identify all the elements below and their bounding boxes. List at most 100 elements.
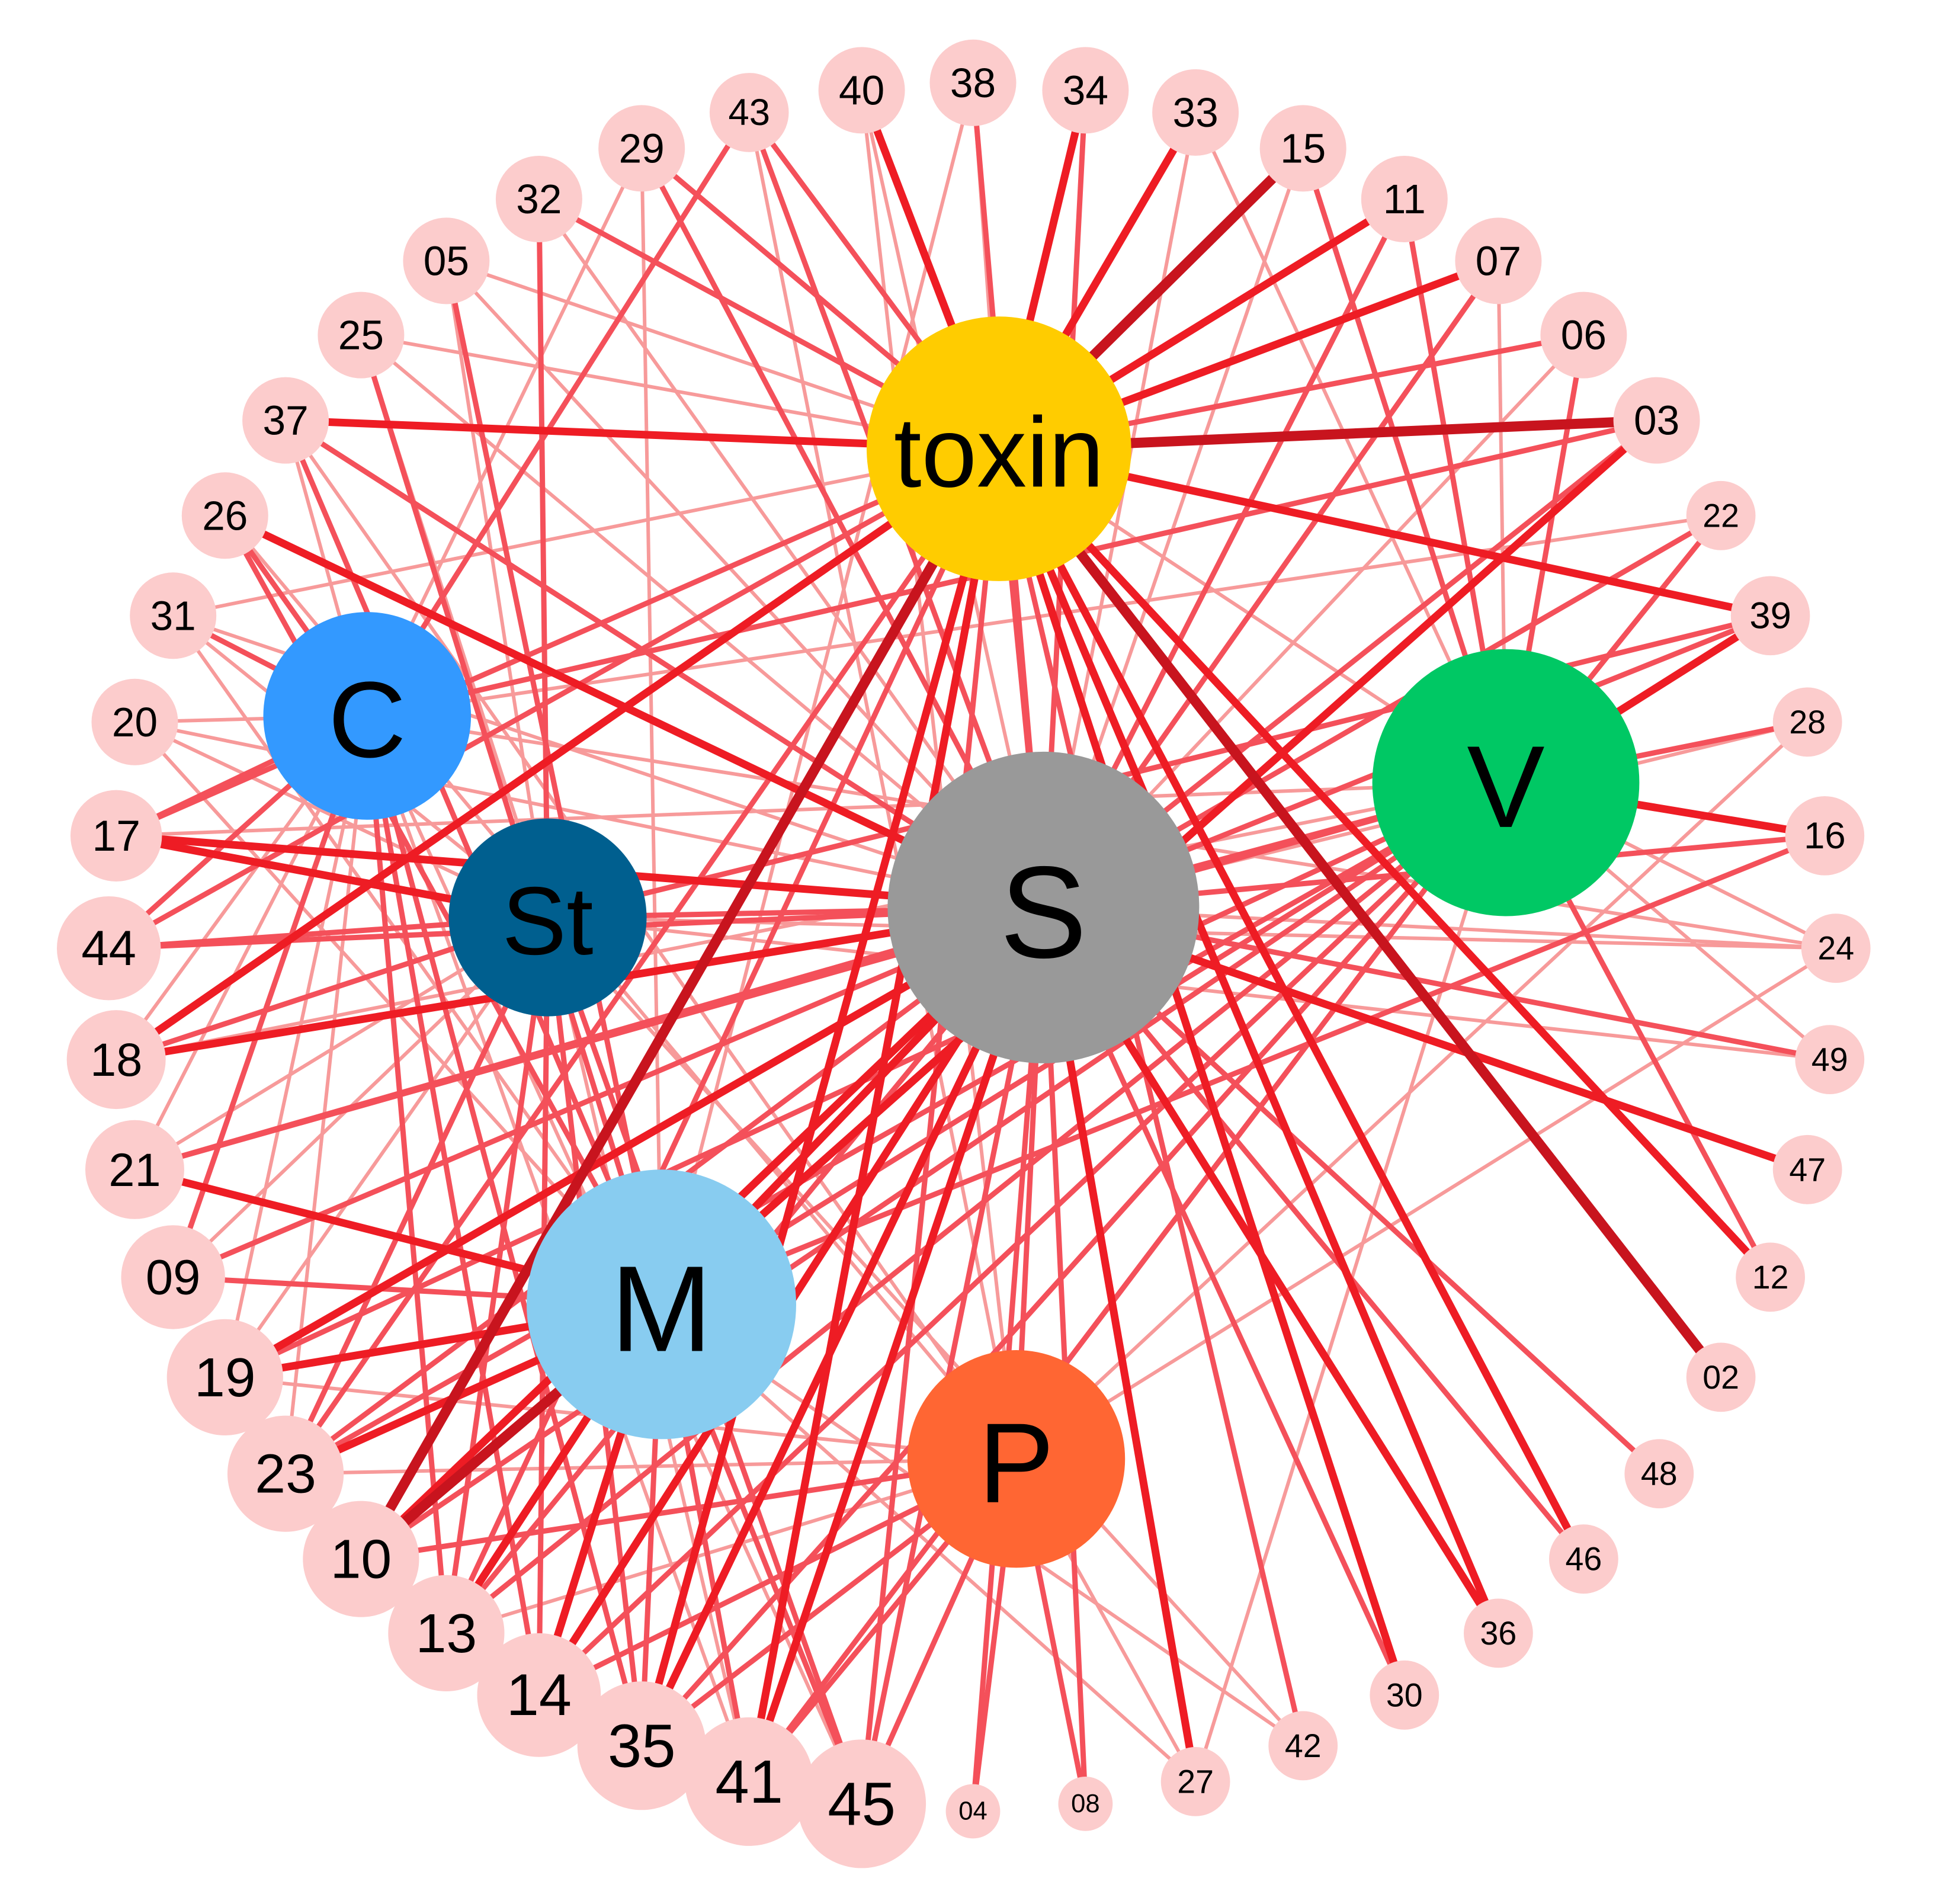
node-24-label: 24	[1817, 930, 1854, 967]
node-16-circle	[1785, 796, 1865, 876]
node-40-circle	[818, 47, 905, 134]
node-14-circle	[477, 1633, 601, 1757]
node-41-circle	[685, 1717, 814, 1846]
node-20: 20	[91, 678, 178, 765]
hub-m-label: M	[611, 1241, 713, 1377]
node-02-label: 02	[1702, 1359, 1739, 1396]
node-02-circle	[1686, 1342, 1756, 1412]
node-10: 10	[303, 1501, 419, 1617]
node-16: 16	[1785, 796, 1865, 876]
node-27: 27	[1160, 1747, 1230, 1816]
edge-C-23	[284, 716, 369, 1475]
node-30-label: 30	[1386, 1677, 1423, 1713]
node-37: 37	[242, 377, 329, 464]
node-23: 23	[227, 1415, 344, 1532]
node-36-circle	[1464, 1598, 1533, 1668]
hub-c-label: C	[328, 659, 406, 780]
node-35-label: 35	[608, 1711, 676, 1780]
node-15-label: 15	[1280, 125, 1326, 171]
node-22-label: 22	[1702, 497, 1739, 534]
node-23-circle	[227, 1415, 344, 1532]
hub-s: S	[887, 751, 1200, 1063]
edge-C-19	[223, 715, 369, 1378]
node-24-circle	[1801, 913, 1871, 983]
node-14-label: 14	[506, 1662, 572, 1728]
node-18-circle	[66, 1010, 166, 1110]
node-47-circle	[1772, 1134, 1842, 1204]
edge-V-23	[284, 780, 1508, 1476]
node-29-circle	[598, 105, 685, 192]
edge-St-32	[536, 198, 550, 918]
hub-toxin-circle	[867, 316, 1131, 581]
hub-st-label: St	[502, 867, 593, 975]
edge-toxin-45	[859, 448, 1002, 1804]
node-48: 48	[1624, 1439, 1694, 1509]
node-13-circle	[388, 1575, 505, 1691]
edge-toxin-30	[995, 447, 1408, 1697]
node-39-circle	[1730, 576, 1810, 656]
node-02: 02	[1686, 1342, 1756, 1412]
node-26-label: 26	[202, 492, 248, 538]
edge-toxin-18	[114, 445, 1001, 1063]
node-04-label: 04	[958, 1797, 987, 1826]
node-46: 46	[1549, 1524, 1618, 1594]
node-31-label: 31	[150, 592, 196, 639]
node-06-label: 06	[1561, 312, 1607, 358]
node-38: 38	[929, 39, 1017, 126]
edge-toxin-46	[995, 447, 1588, 1561]
node-20-label: 20	[112, 699, 158, 745]
edge-toxin-35	[637, 447, 1003, 1747]
node-39: 39	[1730, 576, 1810, 656]
node-09-circle	[121, 1225, 225, 1329]
node-46-circle	[1549, 1524, 1618, 1594]
node-38-circle	[929, 39, 1017, 126]
edge-P-28	[1015, 720, 1809, 1460]
node-45-label: 45	[828, 1770, 896, 1838]
edge-toxin-12	[996, 446, 1774, 1280]
node-42-label: 42	[1285, 1727, 1322, 1764]
edge-P-37	[284, 419, 1018, 1460]
node-10-label: 10	[331, 1528, 392, 1590]
node-05-circle	[403, 217, 490, 304]
edge-V-17	[116, 781, 1506, 838]
node-48-label: 48	[1641, 1456, 1678, 1492]
node-19-label: 19	[194, 1347, 256, 1408]
edge-S-19	[223, 904, 1046, 1381]
node-18-label: 18	[90, 1033, 142, 1086]
node-49: 49	[1795, 1025, 1865, 1094]
node-12-label: 12	[1752, 1259, 1789, 1296]
node-28-circle	[1772, 687, 1842, 757]
node-20-circle	[91, 678, 178, 765]
edge-C-13	[364, 716, 449, 1634]
node-46-label: 46	[1566, 1541, 1602, 1578]
edge-toxin-02	[995, 445, 1725, 1381]
node-37-label: 37	[263, 398, 309, 444]
hub-st-circle	[448, 818, 647, 1017]
edge-St-49	[547, 915, 1830, 1062]
edge-toxin-17	[115, 446, 1001, 838]
node-35-circle	[577, 1681, 706, 1810]
node-25-label: 25	[338, 312, 384, 358]
node-12: 12	[1736, 1242, 1806, 1312]
node-49-label: 49	[1811, 1041, 1848, 1078]
hub-p: P	[907, 1350, 1126, 1568]
node-15-circle	[1259, 105, 1346, 192]
node-06-circle	[1540, 291, 1627, 379]
node-08-label: 08	[1071, 1790, 1100, 1818]
node-32-circle	[495, 156, 582, 242]
node-28: 28	[1772, 687, 1842, 757]
node-05: 05	[403, 217, 490, 304]
node-08-circle	[1058, 1777, 1113, 1831]
hub-p-label: P	[978, 1399, 1054, 1527]
node-03-circle	[1613, 377, 1700, 464]
node-31-circle	[130, 572, 217, 659]
node-04: 04	[945, 1784, 1001, 1839]
node-11: 11	[1361, 156, 1448, 242]
node-11-circle	[1361, 156, 1448, 242]
node-34-label: 34	[1063, 67, 1108, 113]
node-45-circle	[797, 1739, 926, 1868]
edge-M-05	[443, 260, 664, 1305]
node-10-circle	[303, 1501, 419, 1617]
node-43: 43	[709, 73, 789, 152]
